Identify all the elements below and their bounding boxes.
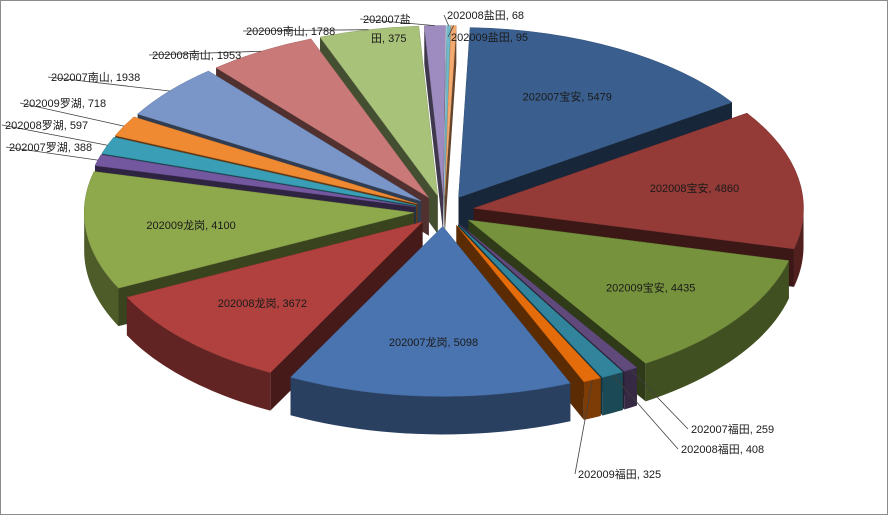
data-label-0: 202007宝安, 5479 <box>523 89 612 103</box>
pie-slice-8 <box>83 171 415 289</box>
slice-tops <box>83 25 804 397</box>
pie-slice-7 <box>126 221 424 373</box>
leader-line-14 <box>242 29 369 32</box>
data-label-7: 202008龙岗, 3672 <box>218 297 307 310</box>
leader-line-13 <box>148 50 262 56</box>
data-label-15-line2: 田, 375 <box>371 33 406 45</box>
data-label-10: 202008罗湖, 597 <box>5 119 88 132</box>
slice-wall-17-1 <box>444 25 457 234</box>
pie-slice-13 <box>215 38 429 198</box>
leader-line-3 <box>630 369 689 430</box>
pie-slice-1 <box>473 112 804 250</box>
slice-outer-wall-5-0 <box>583 377 601 420</box>
slice-outer-wall-6-0 <box>290 377 571 435</box>
leader-line-4 <box>612 374 679 450</box>
slice-outer-wall-4-0 <box>602 371 623 416</box>
data-label-2: 202009宝安, 4435 <box>606 280 695 294</box>
leader-line-17 <box>447 25 455 38</box>
data-label-8: 202009龙岗, 4100 <box>146 219 235 232</box>
data-label-4: 202008福田, 408 <box>681 442 764 456</box>
pie-slice-2 <box>467 219 790 364</box>
slice-outer-wall-1-0 <box>793 208 804 287</box>
slice-outer-wall-8-0 <box>84 212 119 327</box>
data-label-5: 202009福田, 325 <box>578 467 661 481</box>
slice-outer-wall-7-0 <box>126 297 271 411</box>
leader-line-10 <box>1 124 108 146</box>
data-labels: 202007宝安, 5479 202008宝安, 4860 202009宝安, 44… <box>5 9 774 481</box>
data-label-3: 202007福田, 259 <box>691 422 774 436</box>
data-label-13: 202008南山, 1953 <box>152 49 241 62</box>
leader-line-16 <box>443 14 449 26</box>
leader-lines <box>1 14 689 475</box>
slice-wall-15-0 <box>424 25 444 234</box>
slice-outer-wall-2-0 <box>645 260 789 402</box>
data-label-17: 202009盐田, 95 <box>451 31 528 44</box>
pie-slice-10 <box>101 136 417 206</box>
data-label-11: 202009罗湖, 718 <box>23 97 106 110</box>
leader-line-15 <box>359 18 435 27</box>
pie-slice-6 <box>290 226 571 397</box>
data-label-6: 202007龙岗, 5098 <box>389 336 478 349</box>
data-label-14: 202009南山, 1788 <box>246 25 335 38</box>
leader-line-11 <box>19 102 125 127</box>
data-label-12: 202007南山, 1938 <box>51 71 140 84</box>
data-label-9: 202007罗湖, 388 <box>9 141 92 154</box>
data-label-1: 202008宝安, 4860 <box>650 181 739 195</box>
pie-slice-0 <box>458 27 733 198</box>
data-label-15-line1: 202007盐 <box>363 13 411 26</box>
leader-line-9 <box>5 146 98 161</box>
pie-slice-17 <box>444 25 457 196</box>
data-label-16: 202008盐田, 68 <box>447 9 524 22</box>
pie-slice-14 <box>319 25 439 197</box>
pie-slice-9 <box>94 154 416 208</box>
pie-slice-3 <box>459 224 638 372</box>
leader-line-5 <box>574 379 593 475</box>
leader-line-12 <box>47 76 170 92</box>
